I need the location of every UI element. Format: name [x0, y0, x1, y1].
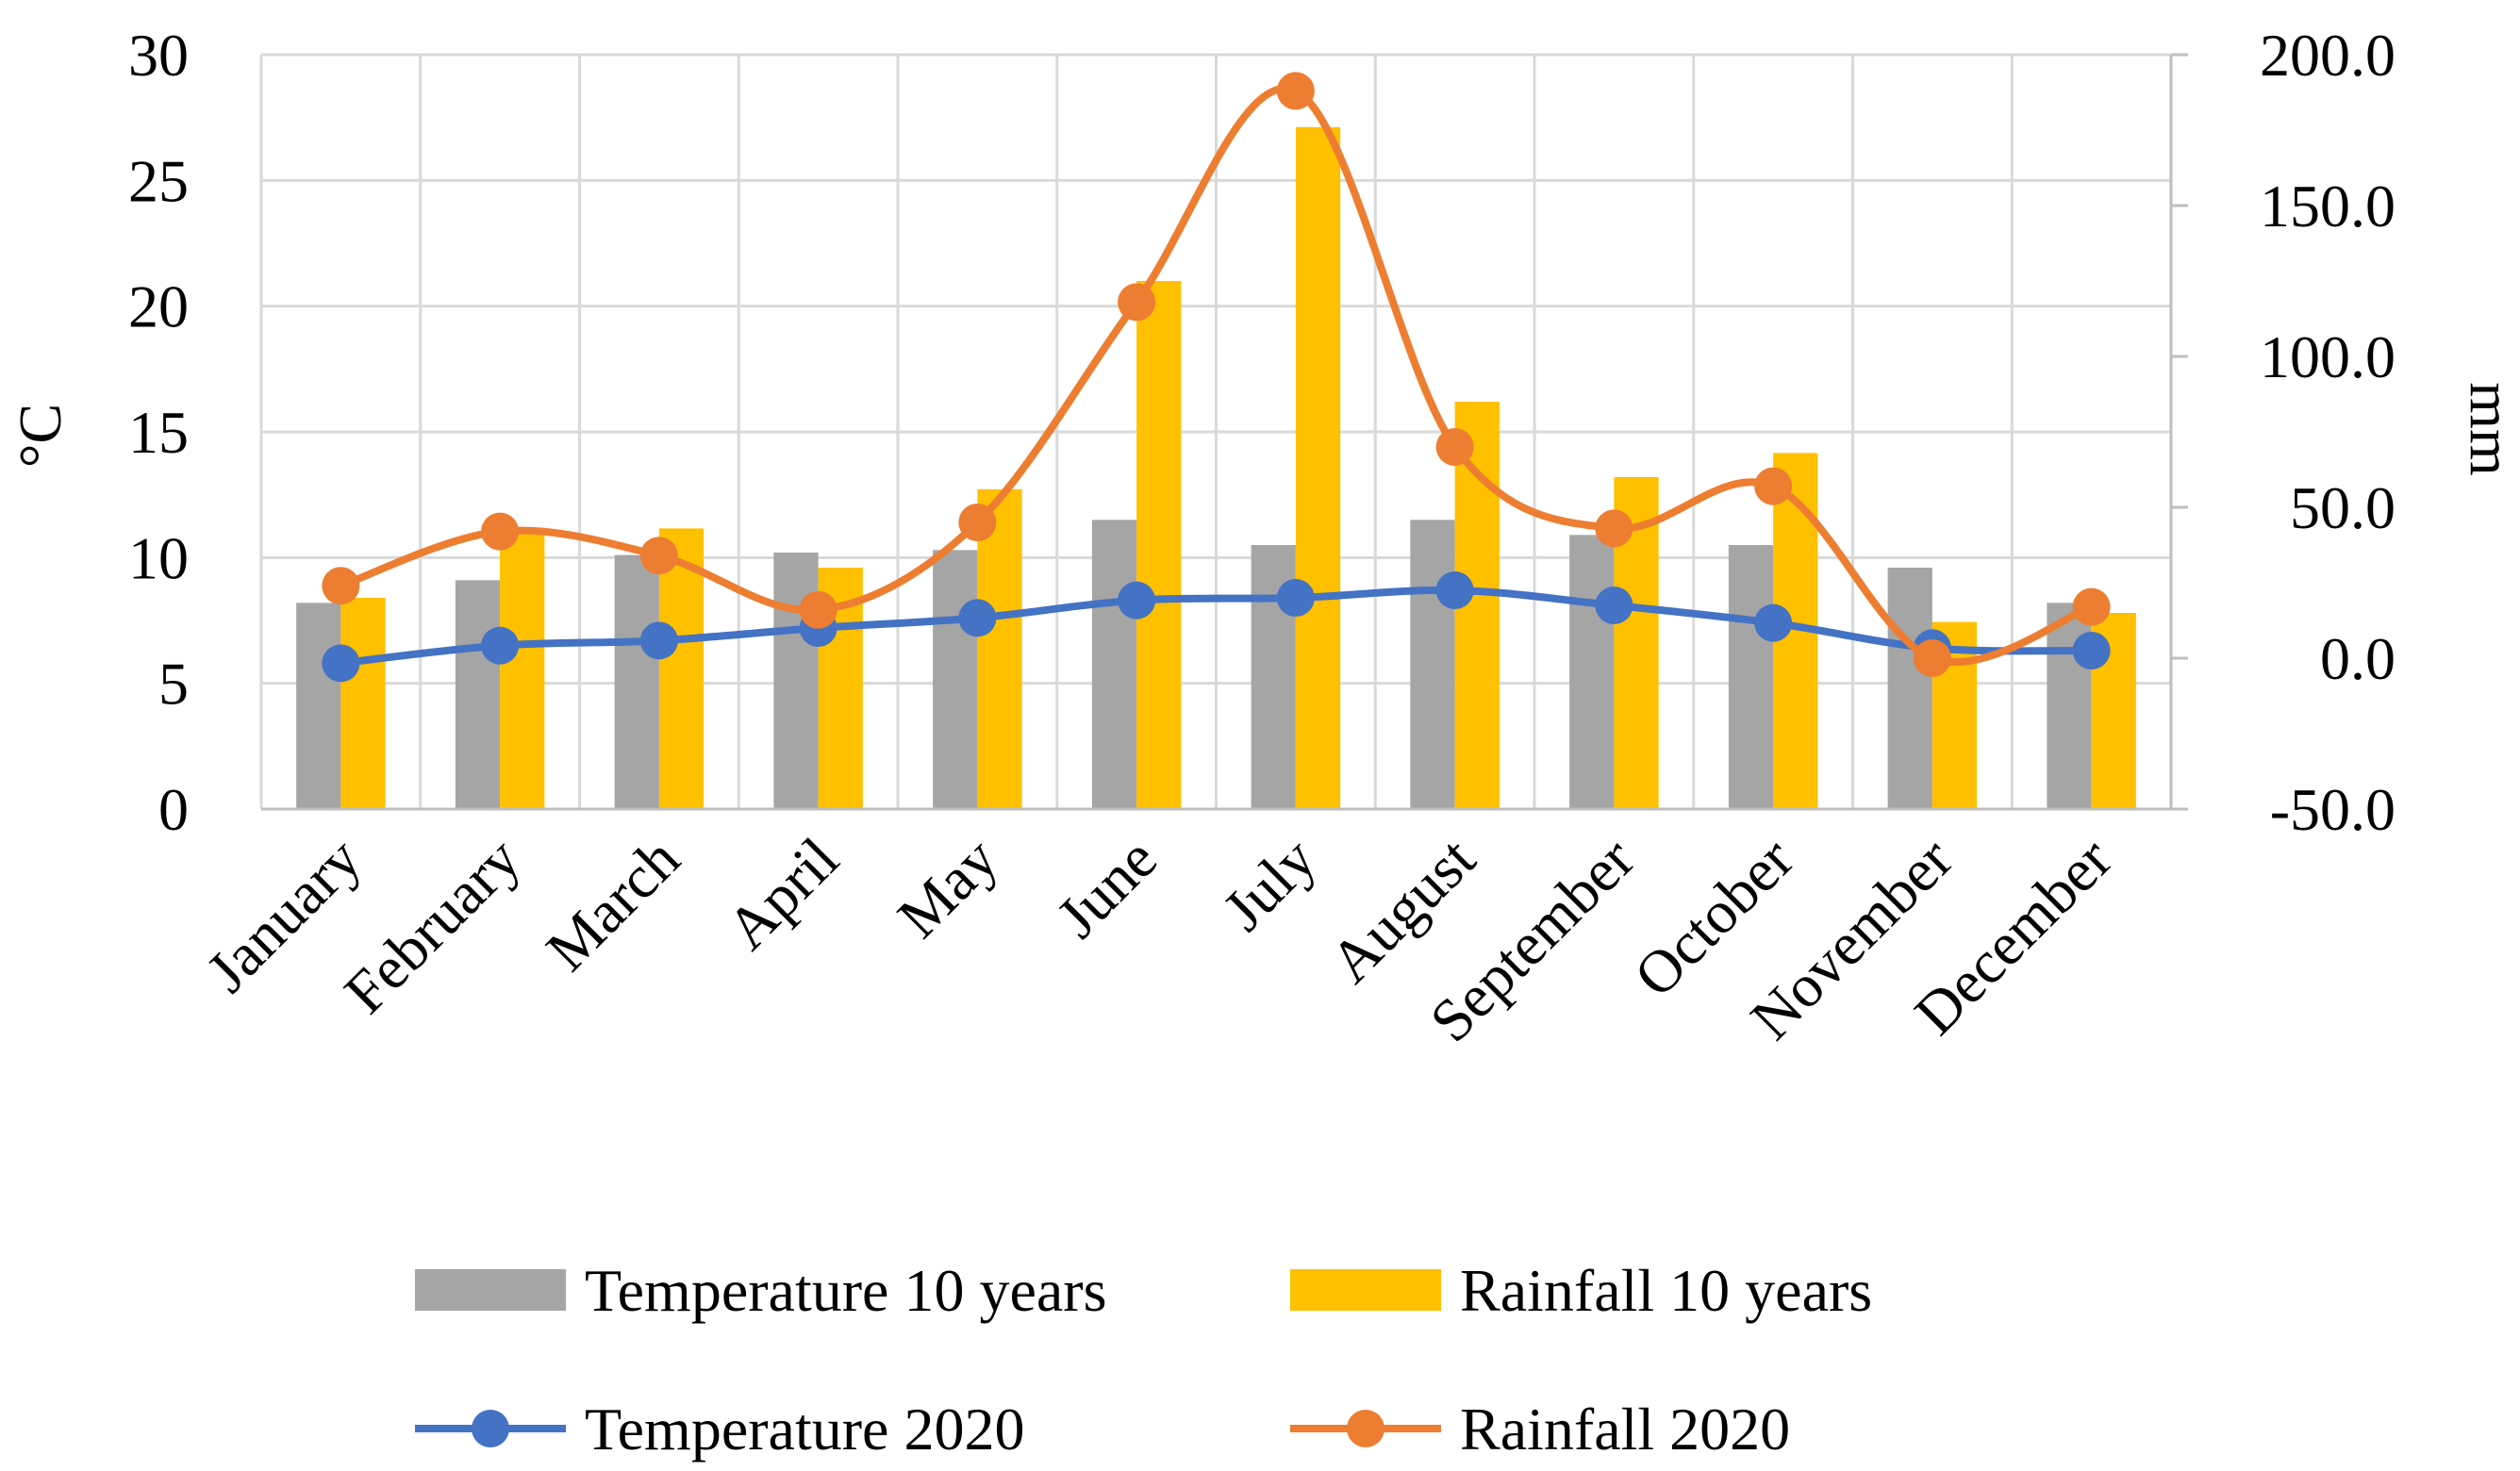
point-rainfall-2020-june: [1118, 283, 1156, 322]
point-rainfall-2020-january: [322, 567, 360, 605]
legend-label-temperature-10-years: Temperature 10 years: [585, 1257, 1106, 1324]
point-temperature-2020-august: [1435, 571, 1474, 609]
bar-temperature-10-years-november: [1887, 568, 1932, 809]
point-temperature-2020-december: [2072, 632, 2111, 669]
left-axis-ticks: 0 5 10 15 20 25 30: [128, 22, 189, 843]
bar-rainfall-10-years-january: [340, 598, 386, 809]
right-axis-ticks: -50.0 0.0 50.0 100.0 150.0 200.0: [2260, 22, 2396, 843]
bar-rainfall-10-years-june: [1136, 281, 1182, 809]
bar-temperature-10-years-august: [1410, 520, 1455, 809]
category-label-june: June: [1044, 825, 1169, 950]
y-tick-label-4: 20: [128, 273, 189, 340]
point-rainfall-2020-march: [639, 537, 678, 575]
bar-temperature-10-years-october: [1728, 545, 1774, 809]
y-tick-label-1: 5: [158, 651, 189, 718]
legend-marker-temperature-2020: [472, 1410, 509, 1447]
point-temperature-2020-june: [1118, 581, 1156, 620]
legend-swatch-temperature-10-years: [415, 1269, 566, 1311]
y-tick-label-6: 30: [128, 22, 189, 89]
point-temperature-2020-may: [958, 599, 997, 637]
y-tick-label-5: 25: [128, 147, 189, 214]
point-temperature-2020-july: [1276, 579, 1315, 617]
y2-tick-label-5: 200.0: [2260, 22, 2396, 89]
bar-rainfall-10-years-july: [1295, 126, 1341, 810]
point-temperature-2020-october: [1754, 603, 1793, 642]
y2-axis-title: mm: [2458, 382, 2520, 476]
bar-temperature-10-years-september: [1569, 535, 1615, 809]
y2-tick-label-2: 50.0: [2290, 474, 2396, 541]
bar-rainfall-10-years-february: [500, 528, 545, 809]
bar-temperature-10-years-march: [614, 554, 659, 809]
point-rainfall-2020-may: [958, 504, 997, 541]
bar-rainfall-10-years-may: [977, 488, 1022, 809]
grid: [259, 53, 2173, 811]
category-label-april: April: [714, 825, 852, 963]
point-rainfall-2020-november: [1913, 639, 1951, 677]
axes: [261, 53, 2188, 811]
legend-label-temperature-2020: Temperature 2020: [585, 1396, 1024, 1463]
category-label-march: March: [533, 825, 691, 983]
lines: [322, 72, 2111, 683]
legend-label-rainfall-10-years: Rainfall 10 years: [1460, 1257, 1872, 1324]
point-temperature-2020-march: [639, 621, 678, 660]
point-rainfall-2020-april: [799, 590, 837, 629]
y-tick-label-0: 0: [158, 776, 189, 843]
category-label-july: July: [1210, 825, 1329, 944]
y2-tick-label-3: 100.0: [2260, 323, 2396, 390]
bar-temperature-10-years-may: [933, 550, 978, 809]
line-temperature-2020: [340, 586, 2092, 668]
point-rainfall-2020-february: [481, 512, 520, 551]
point-rainfall-2020-september: [1595, 509, 1633, 548]
y2-tick-label-0: -50.0: [2270, 776, 2396, 843]
category-label-february: February: [331, 825, 533, 1027]
bar-temperature-10-years-june: [1091, 520, 1137, 809]
point-rainfall-2020-december: [2072, 587, 2111, 626]
y2-tick-label-1: 0.0: [2320, 625, 2396, 692]
bar-rainfall-10-years-march: [658, 528, 705, 809]
point-rainfall-2020-october: [1754, 467, 1793, 505]
category-label-may: May: [885, 825, 1010, 950]
bar-temperature-10-years-april: [773, 553, 819, 809]
point-temperature-2020-september: [1595, 587, 1633, 624]
point-temperature-2020-february: [481, 626, 520, 665]
y-tick-label-3: 15: [128, 399, 189, 466]
bar-temperature-10-years-january: [296, 603, 341, 809]
legend-label-rainfall-2020: Rainfall 2020: [1460, 1396, 1790, 1463]
legend-swatch-rainfall-10-years: [1290, 1269, 1441, 1311]
y-axis-title: °C: [7, 404, 74, 468]
y2-tick-label-4: 150.0: [2260, 173, 2396, 240]
legend-marker-rainfall-2020: [1347, 1410, 1384, 1447]
y-tick-label-2: 10: [128, 524, 189, 591]
point-rainfall-2020-july: [1276, 72, 1315, 110]
point-rainfall-2020-august: [1435, 428, 1474, 466]
legend: Temperature 10 years Rainfall 10 years Tem…: [415, 1257, 1872, 1463]
bar-temperature-10-years-february: [455, 580, 501, 809]
point-temperature-2020-january: [322, 644, 360, 683]
